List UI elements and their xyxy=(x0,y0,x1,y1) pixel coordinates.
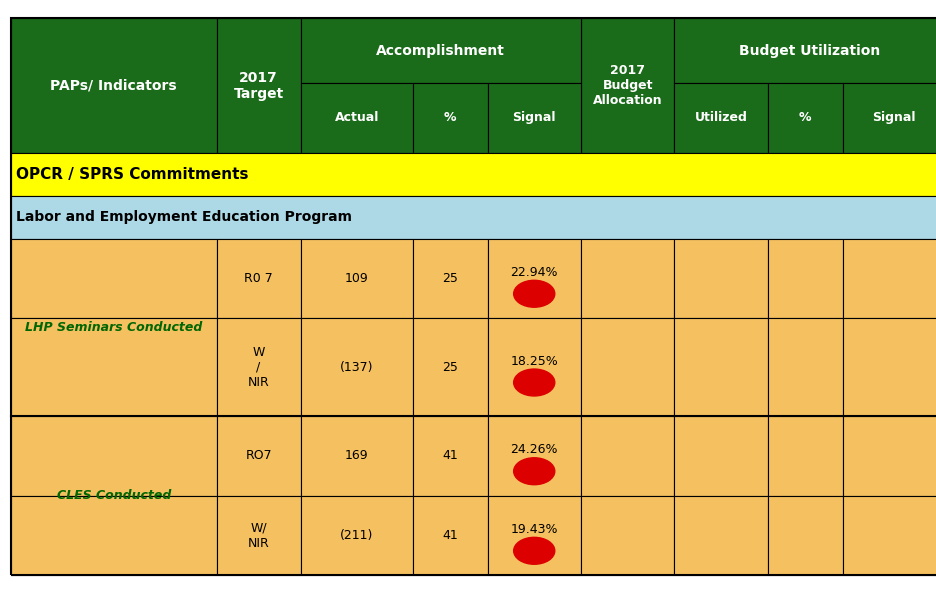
Bar xyxy=(674,239,768,318)
Text: 22.94%: 22.94% xyxy=(510,266,558,279)
Text: W/
NIR: W/ NIR xyxy=(248,521,270,550)
Text: LHP Seminars Conducted: LHP Seminars Conducted xyxy=(25,321,202,334)
Bar xyxy=(300,318,413,416)
Text: CLES Conducted: CLES Conducted xyxy=(56,489,171,502)
Text: Utilized: Utilized xyxy=(695,111,748,124)
Bar xyxy=(300,496,413,575)
Bar xyxy=(581,318,674,416)
Text: Accomplishment: Accomplishment xyxy=(376,43,505,58)
Bar xyxy=(413,83,488,153)
Bar xyxy=(768,239,842,318)
Text: 25: 25 xyxy=(442,360,458,374)
Bar xyxy=(581,18,674,153)
Text: 24.26%: 24.26% xyxy=(510,443,558,457)
Bar xyxy=(11,318,216,416)
Bar xyxy=(11,153,936,196)
Bar xyxy=(413,318,488,416)
Bar xyxy=(768,496,842,575)
Bar xyxy=(674,318,768,416)
Text: (137): (137) xyxy=(340,360,373,374)
Bar xyxy=(768,318,842,416)
Bar xyxy=(842,416,936,496)
Bar xyxy=(216,318,300,416)
Bar xyxy=(216,239,300,318)
Text: 2017
Budget
Allocation: 2017 Budget Allocation xyxy=(592,64,663,107)
Bar xyxy=(216,18,300,153)
Text: W
/
NIR: W / NIR xyxy=(248,346,270,389)
Circle shape xyxy=(514,280,555,307)
Bar xyxy=(842,496,936,575)
Bar xyxy=(488,318,581,416)
Bar xyxy=(300,83,413,153)
Bar xyxy=(581,416,674,496)
Text: (211): (211) xyxy=(340,529,373,542)
Bar xyxy=(300,18,581,83)
Bar xyxy=(11,496,216,575)
Text: R0 7: R0 7 xyxy=(244,272,273,285)
Text: Labor and Employment Education Program: Labor and Employment Education Program xyxy=(16,211,352,224)
Text: 25: 25 xyxy=(442,272,458,285)
Text: 18.25%: 18.25% xyxy=(510,354,558,368)
Bar xyxy=(581,239,674,318)
Text: Budget Utilization: Budget Utilization xyxy=(739,43,881,58)
Circle shape xyxy=(514,458,555,485)
Circle shape xyxy=(514,537,555,564)
Text: 169: 169 xyxy=(344,449,369,463)
Bar xyxy=(413,496,488,575)
Bar xyxy=(488,83,581,153)
Text: 109: 109 xyxy=(344,272,369,285)
Text: PAPs/ Indicators: PAPs/ Indicators xyxy=(51,79,177,92)
Bar xyxy=(488,239,581,318)
Bar xyxy=(11,196,936,239)
Text: %: % xyxy=(799,111,812,124)
Bar xyxy=(768,416,842,496)
Bar xyxy=(216,416,300,496)
Bar xyxy=(842,239,936,318)
Text: 41: 41 xyxy=(442,529,458,542)
Text: Signal: Signal xyxy=(513,111,556,124)
Text: OPCR / SPRS Commitments: OPCR / SPRS Commitments xyxy=(16,167,248,182)
Text: RO7: RO7 xyxy=(245,449,271,463)
Bar xyxy=(674,18,936,83)
Text: 2017
Target: 2017 Target xyxy=(233,70,284,101)
Bar xyxy=(842,318,936,416)
Bar xyxy=(768,83,842,153)
Bar xyxy=(11,416,216,496)
Bar xyxy=(216,496,300,575)
Bar xyxy=(300,239,413,318)
Text: 19.43%: 19.43% xyxy=(510,523,558,536)
Bar xyxy=(842,83,936,153)
Bar xyxy=(413,416,488,496)
Bar xyxy=(300,416,413,496)
Bar xyxy=(674,83,768,153)
Text: %: % xyxy=(444,111,457,124)
Bar xyxy=(11,18,216,153)
Text: 41: 41 xyxy=(442,449,458,463)
Text: Actual: Actual xyxy=(334,111,379,124)
Bar xyxy=(488,496,581,575)
Bar xyxy=(581,496,674,575)
Bar xyxy=(413,239,488,318)
Circle shape xyxy=(514,369,555,396)
Bar xyxy=(674,416,768,496)
Bar xyxy=(488,416,581,496)
Text: Signal: Signal xyxy=(872,111,915,124)
Bar xyxy=(11,239,216,318)
Bar xyxy=(674,496,768,575)
